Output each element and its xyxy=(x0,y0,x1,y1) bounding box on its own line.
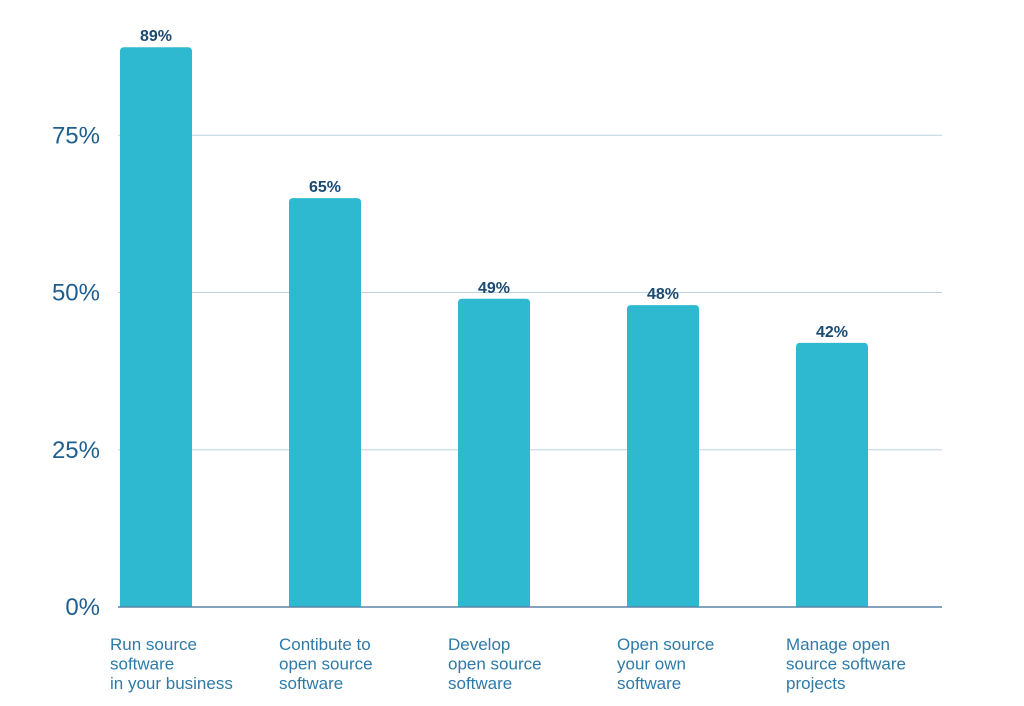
category-label-line: in your business xyxy=(110,674,233,693)
category-label: Contibute to open source software xyxy=(279,635,373,693)
bar xyxy=(120,47,192,607)
bar xyxy=(796,342,868,607)
bar xyxy=(458,298,530,607)
y-tick-label: 25% xyxy=(52,437,100,464)
value-label: 89% xyxy=(140,28,172,45)
category-label-line: software xyxy=(448,674,512,693)
y-axis-ticks: 0% 25% 50% 75% xyxy=(52,122,100,621)
category-label-line: open source xyxy=(448,655,542,674)
value-label: 48% xyxy=(647,286,679,303)
category-labels: Run source software in your businessContib… xyxy=(110,635,906,693)
category-label: Manage open source software projects xyxy=(786,635,906,693)
category-label-line: Run source xyxy=(110,635,197,654)
category-label-line: source software xyxy=(786,655,906,674)
category-label: Develop open source software xyxy=(448,635,542,693)
category-label-line: Open source xyxy=(617,635,714,654)
y-tick-label: 75% xyxy=(52,122,100,149)
bar xyxy=(289,198,361,607)
category-label-line: Manage open xyxy=(786,635,890,654)
value-labels: 89% 65% 49% 48% 42% xyxy=(140,28,848,341)
value-label: 49% xyxy=(478,280,510,297)
bar xyxy=(627,305,699,607)
category-label-line: software xyxy=(110,655,174,674)
y-tick-label: 50% xyxy=(52,280,100,307)
category-label-line: your own xyxy=(617,655,686,674)
category-label-line: projects xyxy=(786,674,846,693)
value-label: 65% xyxy=(309,179,341,196)
category-label: Run source software in your business xyxy=(110,635,233,693)
category-label-line: Develop xyxy=(448,635,510,654)
category-label-line: open source xyxy=(279,655,373,674)
bars xyxy=(120,47,868,607)
category-label-line: software xyxy=(279,674,343,693)
value-label: 42% xyxy=(816,324,848,341)
category-label-line: Contibute to xyxy=(279,635,371,654)
category-label-line: software xyxy=(617,674,681,693)
y-tick-label: 0% xyxy=(65,594,100,621)
category-label: Open source your own software xyxy=(617,635,714,693)
